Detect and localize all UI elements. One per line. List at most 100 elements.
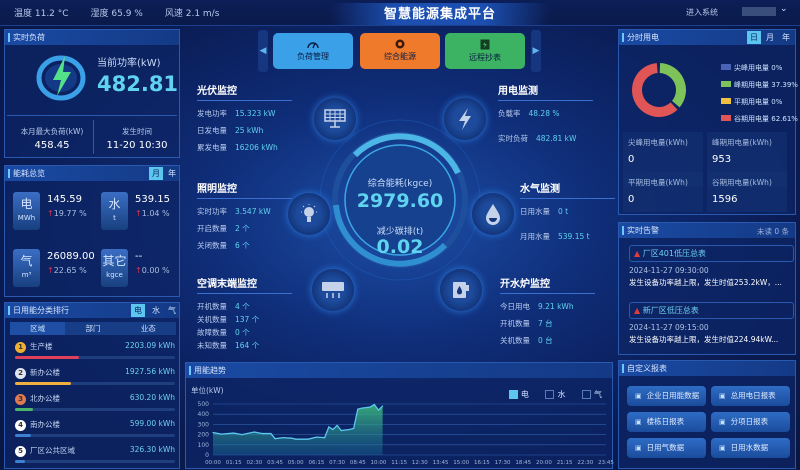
x-tick-label: 03:45: [267, 460, 283, 466]
x-tick-label: 23:45: [598, 460, 614, 466]
report-enterprise-daily-energy[interactable]: 企业日用能数据: [627, 386, 706, 406]
metric-label: 日用水量: [520, 207, 550, 216]
x-tick-label: 15:00: [453, 460, 469, 466]
toggle-month[interactable]: 月: [149, 167, 163, 180]
metric-row: 实时负荷 482.81 kW: [498, 133, 593, 144]
nav-next-button[interactable]: ▶: [531, 30, 541, 72]
metric-value: 0 台: [538, 336, 553, 345]
ranking-item[interactable]: 5 厂区公共区域 326.30 kWh: [15, 445, 175, 463]
alarm-item[interactable]: ▲ 新厂区低压总表 2024-11-27 09:15:00 发生设备功率越上限，发生…: [629, 302, 794, 345]
remote-meter-reading-button[interactable]: 远程抄表: [445, 33, 525, 69]
monthly-max-load-label: 本月最大负荷(kW): [20, 127, 84, 136]
ranking-tabs: 区域 部门 业态: [10, 322, 176, 335]
stat-label: 峰期用电量(kWh): [712, 138, 772, 147]
ranking-item[interactable]: 1 生产楼 2203.09 kWh: [15, 341, 175, 359]
user-name[interactable]: [742, 7, 776, 16]
alarm-item[interactable]: ▲ 厂区401低压总表 2024-11-27 09:30:00 发生设备功率越上限，…: [629, 245, 794, 288]
tile-unit: kgce: [106, 271, 123, 279]
user-dropdown-chevron-icon[interactable]: ⌄: [780, 4, 788, 14]
report-daily-water[interactable]: 日用水数据: [711, 438, 790, 458]
report-daily-gas[interactable]: 日用气数据: [627, 438, 706, 458]
meter-icon: [480, 39, 490, 50]
x-tick-label: 16:15: [474, 460, 490, 466]
metric-row: 日发电量 25 kWh: [197, 125, 292, 136]
rank-value: 599.00 kWh: [129, 419, 175, 428]
tile-name: 电: [20, 197, 33, 211]
carbon-label: 减少碳排(t): [376, 227, 424, 237]
section-title: 用电监测: [498, 82, 593, 101]
report-subitem-daily[interactable]: 分项日报表: [711, 412, 790, 432]
rank-value: 630.20 kWh: [129, 393, 175, 402]
metric-row: 故障数量 0 个: [197, 327, 292, 338]
panel-title: 实时告警: [619, 223, 795, 238]
occurrence-time-value: 11-20 10:30: [106, 140, 168, 151]
realtime-alarm-panel: 实时告警 未读 0 条 ▲ 厂区401低压总表 2024-11-27 09:30:…: [618, 222, 796, 355]
change-pct: ↑0.00 %: [135, 266, 170, 275]
energy-value: 2979.60: [356, 190, 444, 212]
x-tick-label: 07:30: [329, 460, 345, 466]
data-point: [241, 434, 243, 436]
alarm-desc: 发生设备功率越上限，发生时值253.2kW，...: [629, 278, 782, 287]
metric-value: 16206 kWh: [235, 143, 278, 152]
stat-valley: 谷期用电量(kWh) 1596: [707, 172, 787, 212]
toggle-day[interactable]: 日: [747, 31, 761, 44]
unread-count[interactable]: 未读 0 条: [756, 227, 789, 236]
x-tick-label: 17:30: [495, 460, 511, 466]
integrated-energy-button[interactable]: 综合能源: [360, 33, 440, 69]
toggle-month[interactable]: 月: [766, 33, 774, 42]
toggle-electricity[interactable]: 电: [131, 304, 145, 317]
load-management-button[interactable]: 负荷管理: [273, 33, 353, 69]
humidity: 湿度 65.9 %: [90, 9, 143, 19]
metric-label: 负载率: [498, 109, 521, 118]
legend-label: 谷期用电量: [734, 115, 769, 123]
ranking-item[interactable]: 4 南办公楼 599.00 kWh: [15, 419, 175, 437]
data-point: [340, 429, 342, 432]
rank-badge: 1: [15, 342, 26, 353]
legend-label: 水: [557, 390, 566, 399]
enter-system-link[interactable]: 进入系统: [686, 8, 718, 17]
metric-label: 未知数量: [197, 341, 227, 350]
x-tick-label: 10:00: [371, 460, 387, 466]
report-building-daily[interactable]: 楼栋日报表: [627, 412, 706, 432]
legend-swatch: [721, 115, 731, 121]
metric-row: 累发电量 16206 kWh: [197, 142, 292, 153]
toggle-water[interactable]: 水: [152, 306, 160, 315]
x-tick-label: 22:30: [577, 460, 593, 466]
legend-checkbox-water[interactable]: [545, 390, 555, 399]
rank-bar: [15, 382, 175, 385]
alarm-time: 2024-11-27 09:15:00: [629, 323, 709, 332]
tab-business[interactable]: 业态: [140, 324, 156, 333]
toggle-year[interactable]: 年: [782, 33, 790, 42]
metric-row: 关机数量 0 台: [500, 335, 595, 346]
ranking-item[interactable]: 2 新办公楼 1927.56 kWh: [15, 367, 175, 385]
alarm-icon: ▲: [634, 306, 641, 315]
toggle-year[interactable]: 年: [168, 169, 176, 178]
toggle-gas[interactable]: 气: [168, 306, 176, 315]
legend-checkbox-gas[interactable]: [582, 390, 591, 399]
tab-region[interactable]: 区域: [10, 322, 66, 335]
change-pct: ↑22.65 %: [47, 266, 87, 275]
data-point: [361, 407, 363, 409]
alarm-source: 厂区401低压总表: [642, 249, 706, 258]
legend-checkbox-electricity[interactable]: [508, 390, 518, 399]
legend-item: 尖峰用电量 0%: [721, 63, 782, 73]
tab-department[interactable]: 部门: [85, 324, 101, 333]
series-line: [212, 403, 384, 440]
x-tick-label: 02:30: [246, 460, 262, 466]
metric-label: 关机数量: [197, 315, 227, 324]
air-conditioner-icon: [312, 269, 354, 311]
top-bar: 温度 11.2 °C 湿度 65.9 % 风速 2.1 m/s 智慧能源集成平台 进…: [0, 0, 800, 26]
ranking-item[interactable]: 3 北办公楼 630.20 kWh: [15, 393, 175, 411]
tile-unit: m³: [21, 271, 32, 279]
value: 539.15: [135, 194, 170, 205]
nav-prev-button[interactable]: ◀: [258, 30, 268, 72]
rank-bar-fill: [15, 408, 33, 411]
rank-bar: [15, 356, 175, 359]
energy-icon: [395, 39, 405, 49]
report-total-electricity-daily[interactable]: 总用电日报表: [711, 386, 790, 406]
x-tick-label: 00:00: [205, 460, 221, 466]
metric-value: 482.81 kW: [536, 134, 577, 143]
stat-value: 0: [628, 194, 635, 205]
change-pct: ↑1.04 %: [135, 209, 170, 218]
legend-item: 平期用电量 0%: [721, 97, 782, 107]
